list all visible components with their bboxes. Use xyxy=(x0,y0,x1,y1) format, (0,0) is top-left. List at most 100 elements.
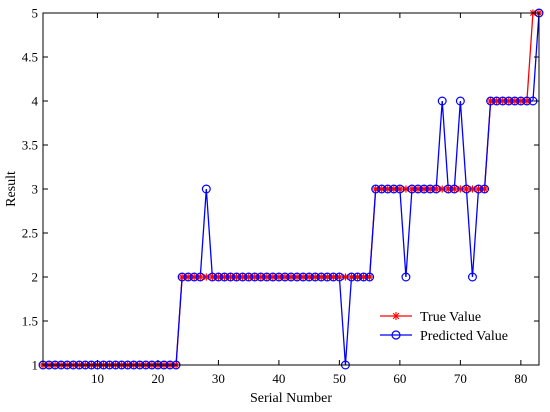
true-value-point xyxy=(474,185,483,193)
predicted-value-point xyxy=(244,272,254,282)
x-tick-label: 60 xyxy=(393,371,406,386)
predicted-value-point xyxy=(238,272,248,282)
predicted-value-point xyxy=(467,272,477,282)
predicted-value-point xyxy=(346,272,356,282)
series-layer xyxy=(38,8,544,370)
legend-true-value-label: True Value xyxy=(420,310,481,325)
y-axis-label: Result xyxy=(4,171,19,207)
predicted-value-point xyxy=(437,96,447,106)
predicted-value-point xyxy=(274,272,284,282)
predicted-value-point xyxy=(443,184,453,194)
predicted-value-point xyxy=(189,272,199,282)
true-value-point xyxy=(184,273,192,281)
predicted-value-point xyxy=(365,272,375,282)
predicted-value-point xyxy=(286,272,296,282)
true-value-point xyxy=(366,273,374,281)
legend: True Value Predicted Value xyxy=(371,302,534,351)
predicted-value-point xyxy=(486,96,496,106)
predicted-value-point xyxy=(516,96,526,106)
predicted-value-point xyxy=(304,272,314,282)
predicted-value-point xyxy=(419,184,429,194)
y-tick-label: 3 xyxy=(32,182,39,197)
predicted-value-point xyxy=(425,184,435,194)
x-tick-label: 30 xyxy=(212,371,225,386)
predicted-value-point xyxy=(455,96,465,106)
x-tick-label: 20 xyxy=(151,371,164,386)
predicted-value-point xyxy=(268,272,278,282)
y-tick-label: 1 xyxy=(32,358,39,373)
predicted-value-point xyxy=(371,184,381,194)
x-axis: 10 20 30 40 50 60 70 80 xyxy=(91,13,527,386)
predicted-value-point xyxy=(298,272,308,282)
predicted-value-point xyxy=(334,272,344,282)
true-value-point xyxy=(269,273,277,281)
legend-circle-marker xyxy=(391,330,401,340)
predicted-value-point xyxy=(383,184,393,194)
true-value-point xyxy=(462,185,471,193)
y-tick-label: 1.5 xyxy=(22,314,38,329)
predicted-value-point xyxy=(316,272,326,282)
predicted-value-point xyxy=(262,272,272,282)
predicted-value-point xyxy=(449,184,459,194)
x-axis-label: Serial Number xyxy=(250,391,332,406)
predicted-value-point xyxy=(207,272,217,282)
x-tick-label: 40 xyxy=(272,371,285,386)
true-value-point xyxy=(208,273,216,281)
predicted-value-point xyxy=(250,272,260,282)
y-tick-label: 4 xyxy=(32,94,39,109)
x-tick-label: 10 xyxy=(91,371,104,386)
predicted-value-point xyxy=(201,184,211,194)
x-tick-label: 80 xyxy=(514,371,527,386)
predicted-value-point xyxy=(359,272,369,282)
predicted-value-point xyxy=(431,184,441,194)
predicted-value-point xyxy=(219,272,229,282)
predicted-value-point xyxy=(480,184,490,194)
predicted-value-point xyxy=(256,272,266,282)
y-tick-label: 5 xyxy=(32,6,39,21)
y-tick-label: 2 xyxy=(32,270,39,285)
x-tick-label: 70 xyxy=(454,371,467,386)
predicted-value-point xyxy=(353,272,363,282)
y-tick-label: 2.5 xyxy=(22,226,38,241)
predicted-value-point xyxy=(389,184,399,194)
legend-asterisk-marker xyxy=(392,312,400,320)
true-value-point xyxy=(396,185,404,193)
predicted-value-point xyxy=(510,96,520,106)
predicted-value-point xyxy=(195,272,205,282)
predicted-value-point xyxy=(377,184,387,194)
y-axis: 1 1.5 2 2.5 3 3.5 4 4.5 5 xyxy=(22,6,539,373)
predicted-value-point xyxy=(280,272,290,282)
predicted-value-point xyxy=(474,184,484,194)
predicted-value-point xyxy=(504,96,514,106)
true-value-point xyxy=(444,185,452,193)
legend-asterisk-shape xyxy=(392,312,400,320)
true-value-point xyxy=(493,97,501,105)
predicted-value-point xyxy=(461,184,471,194)
y-tick-label: 4.5 xyxy=(22,50,38,65)
predicted-value-point xyxy=(413,184,423,194)
predicted-value-point xyxy=(407,184,417,194)
predicted-value-point xyxy=(322,272,332,282)
x-tick-label: 50 xyxy=(333,371,346,386)
predicted-value-point xyxy=(492,96,502,106)
predicted-value-point xyxy=(401,272,411,282)
predicted-value-point xyxy=(213,272,223,282)
true-value-point xyxy=(323,273,331,281)
legend-predicted-value-label: Predicted Value xyxy=(420,329,508,344)
true-value-point xyxy=(335,273,343,281)
predicted-value-point xyxy=(232,272,242,282)
true-value-point xyxy=(384,185,392,193)
true-value-point xyxy=(257,273,265,281)
predicted-value-point xyxy=(226,272,236,282)
predicted-value-point xyxy=(177,272,187,282)
predicted-value-point xyxy=(498,96,508,106)
predicted-value-point xyxy=(292,272,302,282)
predicted-value-point xyxy=(522,96,532,106)
y-tick-label: 3.5 xyxy=(22,138,38,153)
predicted-value-point xyxy=(310,272,320,282)
legend-box xyxy=(371,302,534,351)
predicted-value-point xyxy=(395,184,405,194)
predicted-value-point xyxy=(328,272,338,282)
predicted-value-point xyxy=(183,272,193,282)
